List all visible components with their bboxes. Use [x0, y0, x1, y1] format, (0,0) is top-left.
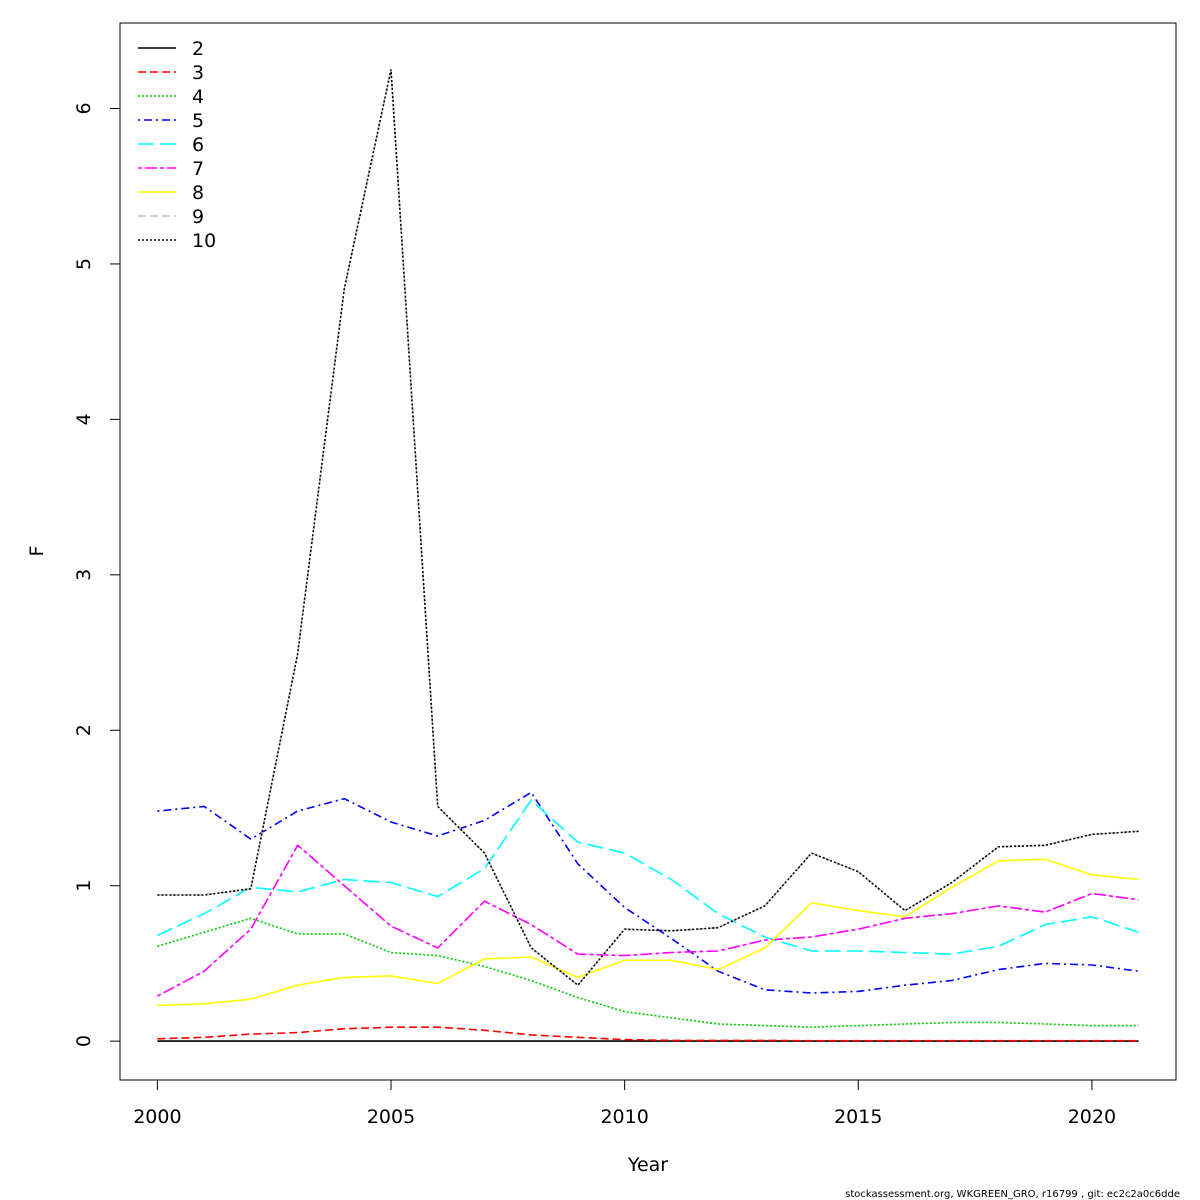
x-tick-label: 2015	[834, 1106, 882, 1128]
x-axis: 2000 2005 2010 2015 2020	[133, 1079, 1116, 1128]
x-tick-label: 2005	[367, 1106, 415, 1128]
x-tick-label: 2010	[600, 1106, 648, 1128]
y-axis: 0 1 2 3 4 5 6	[73, 102, 121, 1047]
series-line-6	[157, 798, 1139, 955]
legend-label-10: 10	[192, 230, 216, 252]
y-tick-label: 2	[73, 724, 95, 736]
legend-label-5: 5	[192, 110, 204, 132]
series-line-7	[157, 844, 1139, 997]
y-tick-label: 3	[73, 569, 95, 581]
series-line-4	[157, 917, 1139, 1029]
y-tick-label: 1	[73, 880, 95, 892]
legend-label-8: 8	[192, 182, 204, 204]
y-tick-label: 0	[73, 1035, 95, 1047]
legend-label-9: 9	[192, 206, 204, 228]
series-line-10	[157, 69, 1139, 987]
series-line-5	[157, 791, 1139, 994]
series-layer	[157, 69, 1139, 1042]
x-tick-label: 2000	[133, 1106, 181, 1128]
legend-label-2: 2	[192, 38, 204, 60]
legend-label-6: 6	[192, 134, 204, 156]
x-tick-label: 2020	[1068, 1106, 1116, 1128]
series-line-3	[157, 1026, 1139, 1042]
legend-label-3: 3	[192, 62, 204, 84]
y-tick-label: 6	[73, 102, 95, 114]
footer-credit: stockassessment.org, WKGREEN_GRO, r16799…	[845, 1189, 1180, 1200]
y-tick-label: 5	[73, 258, 95, 270]
legend-label-4: 4	[192, 86, 204, 108]
y-tick-label: 4	[73, 413, 95, 425]
x-axis-title: Year	[627, 1154, 668, 1176]
series-line-8	[157, 858, 1139, 1007]
legend-label-7: 7	[192, 158, 204, 180]
y-axis-title: F	[26, 546, 48, 557]
